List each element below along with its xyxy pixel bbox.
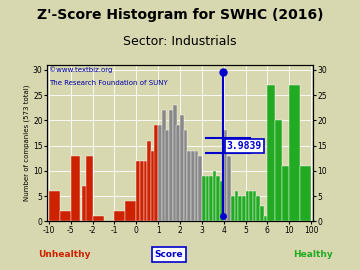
- Bar: [154, 126, 158, 221]
- Bar: [173, 105, 176, 221]
- Bar: [140, 161, 144, 221]
- Bar: [235, 191, 238, 221]
- Bar: [114, 211, 125, 221]
- Bar: [216, 176, 220, 221]
- Text: 3.9839: 3.9839: [226, 141, 262, 151]
- Bar: [209, 176, 213, 221]
- Bar: [191, 151, 195, 221]
- Bar: [60, 211, 71, 221]
- Bar: [93, 216, 104, 221]
- Bar: [180, 115, 184, 221]
- Bar: [228, 156, 231, 221]
- Bar: [82, 186, 88, 221]
- Bar: [162, 110, 166, 221]
- Bar: [125, 201, 136, 221]
- Text: The Research Foundation of SUNY: The Research Foundation of SUNY: [49, 80, 168, 86]
- Bar: [158, 126, 162, 221]
- Bar: [147, 141, 151, 221]
- Bar: [264, 216, 267, 221]
- Bar: [220, 181, 224, 221]
- Bar: [260, 206, 264, 221]
- Text: Unhealthy: Unhealthy: [39, 250, 91, 259]
- Bar: [300, 166, 311, 221]
- Bar: [206, 176, 209, 221]
- Text: Z'-Score Histogram for SWHC (2016): Z'-Score Histogram for SWHC (2016): [37, 8, 323, 22]
- Bar: [242, 196, 246, 221]
- Text: Sector: Industrials: Sector: Industrials: [123, 35, 237, 48]
- Bar: [224, 130, 228, 221]
- Bar: [151, 151, 155, 221]
- Bar: [86, 156, 93, 221]
- Bar: [49, 191, 60, 221]
- Bar: [256, 196, 260, 221]
- Bar: [267, 85, 275, 221]
- Bar: [195, 151, 198, 221]
- Y-axis label: Number of companies (573 total): Number of companies (573 total): [24, 85, 30, 201]
- Bar: [253, 191, 256, 221]
- Text: Score: Score: [155, 250, 183, 259]
- Bar: [198, 156, 202, 221]
- Bar: [238, 196, 242, 221]
- Bar: [144, 161, 147, 221]
- Bar: [275, 120, 282, 221]
- Bar: [187, 151, 191, 221]
- Bar: [176, 126, 180, 221]
- Bar: [289, 85, 300, 221]
- Bar: [213, 171, 216, 221]
- Bar: [231, 196, 235, 221]
- Bar: [202, 176, 206, 221]
- Text: ©www.textbiz.org: ©www.textbiz.org: [49, 66, 113, 73]
- Text: Healthy: Healthy: [293, 250, 333, 259]
- Bar: [165, 130, 169, 221]
- Bar: [282, 166, 289, 221]
- Bar: [184, 130, 188, 221]
- Bar: [246, 191, 249, 221]
- Bar: [136, 161, 140, 221]
- Bar: [249, 191, 253, 221]
- Bar: [71, 156, 80, 221]
- Bar: [169, 110, 173, 221]
